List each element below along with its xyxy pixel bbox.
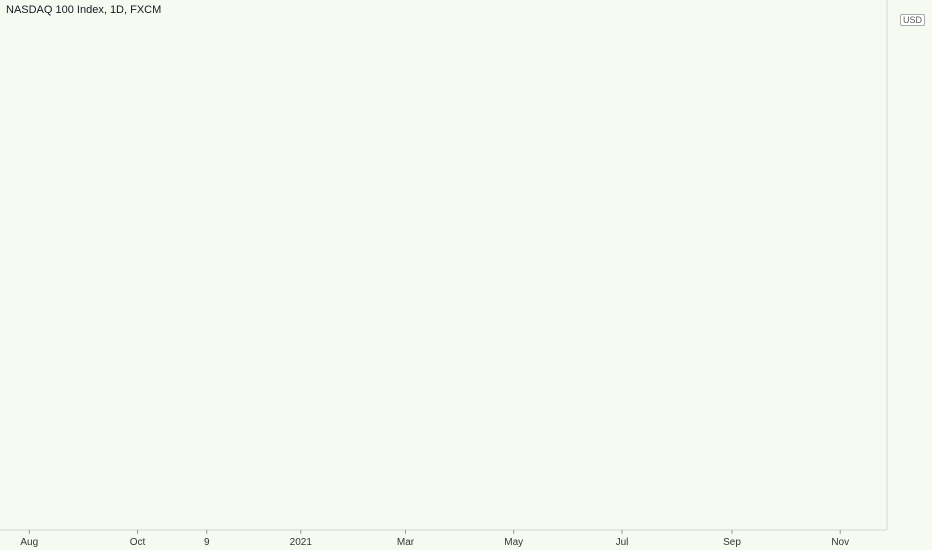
x-tick-label: Jul bbox=[616, 537, 629, 548]
x-tick-label: Nov bbox=[831, 537, 849, 548]
x-tick-label: May bbox=[504, 537, 523, 548]
x-tick-label: Oct bbox=[130, 537, 146, 548]
currency-badge[interactable]: USD bbox=[900, 14, 926, 26]
x-tick-label: Mar bbox=[397, 537, 415, 548]
x-tick-label: 9 bbox=[204, 537, 210, 548]
x-tick-label: Sep bbox=[723, 537, 741, 548]
x-tick-label: Aug bbox=[20, 537, 38, 548]
x-tick-label: 2021 bbox=[290, 537, 313, 548]
chart-title: NASDAQ 100 Index, 1D, FXCM bbox=[6, 4, 162, 16]
time-axis[interactable]: AugOct92021MarMayJulSepNov2022 bbox=[20, 530, 932, 548]
